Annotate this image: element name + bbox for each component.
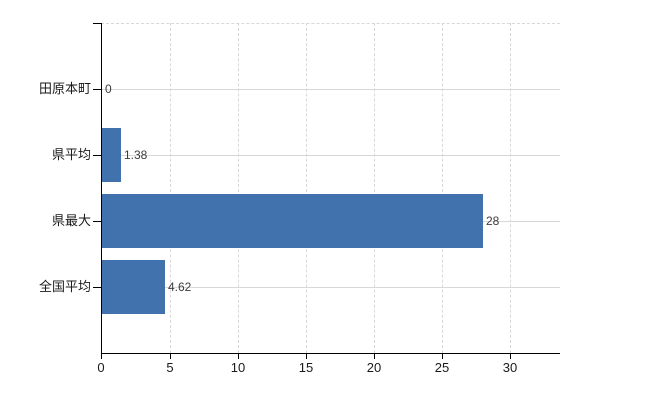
category-label: 県平均 xyxy=(51,147,91,162)
bar xyxy=(102,128,121,182)
bar-value-label: 4.62 xyxy=(168,280,192,294)
x-axis-tick xyxy=(238,354,239,359)
bar-value-label: 0 xyxy=(105,82,112,96)
x-axis-tick xyxy=(306,354,307,359)
horizontal-gridline xyxy=(102,155,560,156)
x-axis-tick-label: 20 xyxy=(366,360,382,375)
category-label: 県最大 xyxy=(51,213,91,228)
bar xyxy=(102,194,483,248)
vertical-gridline xyxy=(442,23,443,353)
vertical-gridline xyxy=(374,23,375,353)
x-axis-tick-label: 25 xyxy=(434,360,450,375)
x-axis-tick xyxy=(374,354,375,359)
bar xyxy=(102,260,165,314)
plot-top-border xyxy=(101,23,560,24)
vertical-gridline xyxy=(238,23,239,353)
x-axis-tick-label: 30 xyxy=(502,360,518,375)
x-axis-tick xyxy=(442,354,443,359)
x-axis-tick-label: 0 xyxy=(97,360,105,375)
category-label: 田原本町 xyxy=(38,81,91,96)
y-axis-tick xyxy=(93,89,101,90)
y-axis-tick xyxy=(93,155,101,156)
x-axis-tick xyxy=(510,354,511,359)
bar-value-label: 1.38 xyxy=(124,148,148,162)
y-axis-tick xyxy=(93,221,101,222)
x-axis-tick-label: 10 xyxy=(230,360,246,375)
x-axis-tick-label: 15 xyxy=(298,360,314,375)
bar-value-label: 28 xyxy=(486,214,500,228)
horizontal-gridline xyxy=(102,89,560,90)
y-axis xyxy=(101,23,102,354)
category-label: 全国平均 xyxy=(38,279,91,294)
y-axis-tick xyxy=(93,287,101,288)
y-axis-top-tick xyxy=(93,23,101,24)
vertical-gridline xyxy=(170,23,171,353)
horizontal-gridline xyxy=(102,287,560,288)
vertical-gridline xyxy=(510,23,511,353)
x-axis-tick xyxy=(101,354,102,359)
vertical-gridline xyxy=(306,23,307,353)
x-axis-tick-label: 5 xyxy=(166,360,174,375)
x-axis xyxy=(101,353,560,354)
x-axis-tick xyxy=(170,354,171,359)
